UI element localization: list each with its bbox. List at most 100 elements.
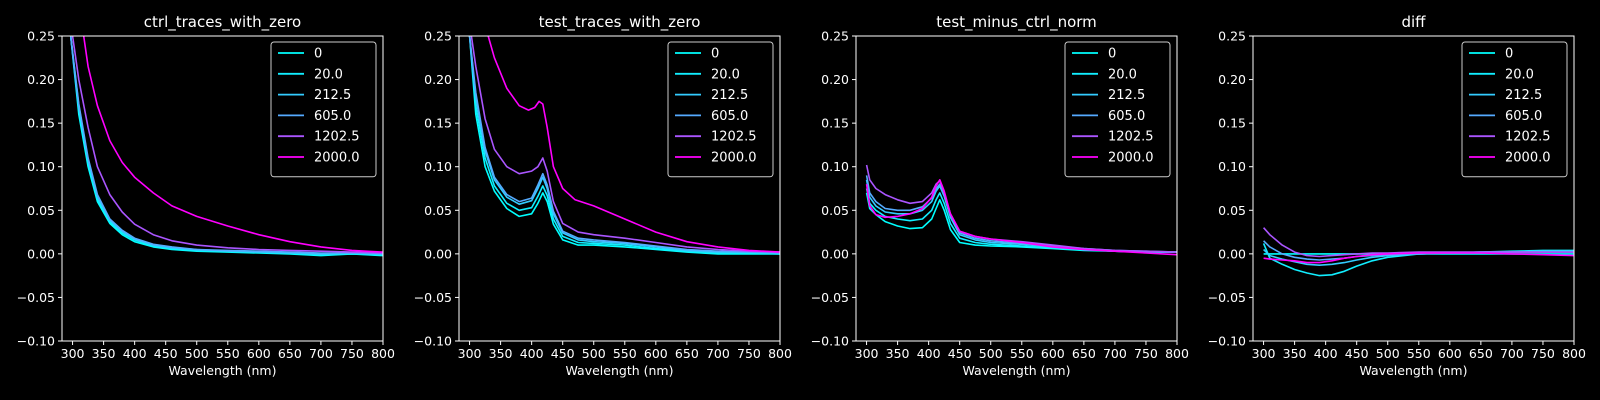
y-tick-label: 0.10 bbox=[424, 159, 452, 174]
y-tick-label: 0.05 bbox=[424, 203, 452, 218]
x-tick-label: 750 bbox=[340, 346, 364, 361]
y-tick-label: 0.15 bbox=[821, 116, 849, 131]
y-tick-label: −0.05 bbox=[811, 290, 849, 305]
legend-label: 20.0 bbox=[1108, 67, 1137, 82]
x-tick-label: 800 bbox=[1562, 346, 1586, 361]
x-tick-label: 300 bbox=[855, 346, 879, 361]
chart-title: test_traces_with_zero bbox=[539, 13, 701, 32]
legend-label: 20.0 bbox=[1505, 67, 1534, 82]
x-tick-label: 500 bbox=[1376, 346, 1400, 361]
chart-panel: diff 300 350 400 450 500 550 600 650 700 750 800 −0.… bbox=[1208, 13, 1586, 378]
x-axis-label: Wavelength (nm) bbox=[566, 363, 674, 378]
series-line bbox=[865, 192, 1177, 253]
x-tick-label: 400 bbox=[123, 346, 147, 361]
legend-box bbox=[1064, 41, 1171, 178]
x-tick-label: 700 bbox=[1500, 346, 1524, 361]
x-tick-label: 400 bbox=[917, 346, 941, 361]
series-line bbox=[487, 36, 780, 253]
legend-label: 605.0 bbox=[711, 109, 748, 124]
legend-label: 605.0 bbox=[1108, 109, 1145, 124]
x-tick-label: 600 bbox=[644, 346, 668, 361]
series-group bbox=[1262, 227, 1574, 277]
plot-frame bbox=[61, 35, 384, 342]
series-group bbox=[468, 36, 780, 255]
series-line bbox=[71, 36, 383, 254]
x-tick-label: 700 bbox=[1103, 346, 1127, 361]
chart-panel: ctrl_traces_with_zero 300 350 400 450 500 550 6… bbox=[17, 13, 395, 378]
plot-frame bbox=[1252, 35, 1575, 342]
x-tick-label: 550 bbox=[216, 346, 240, 361]
series-line bbox=[865, 175, 1177, 253]
legend: 0 20.0 212.5 605.0 1202.5 2000.0 bbox=[667, 41, 774, 178]
legend-label: 1202.5 bbox=[1505, 130, 1551, 145]
y-tick-label: 0.00 bbox=[821, 246, 849, 261]
x-tick-label: 550 bbox=[1010, 346, 1034, 361]
y-tick-label: 0.20 bbox=[424, 72, 452, 87]
x-tick-label: 750 bbox=[1134, 346, 1158, 361]
legend-label: 1202.5 bbox=[1108, 130, 1154, 145]
x-tick-label: 300 bbox=[1252, 346, 1276, 361]
legend-label: 0 bbox=[314, 47, 322, 62]
x-tick-label: 800 bbox=[768, 346, 792, 361]
legend-label: 20.0 bbox=[711, 67, 740, 82]
y-tick-label: −0.10 bbox=[17, 334, 55, 349]
x-tick-label: 650 bbox=[675, 346, 699, 361]
x-tick-label: 350 bbox=[489, 346, 513, 361]
y-tick-label: 0.05 bbox=[1218, 203, 1246, 218]
legend: 0 20.0 212.5 605.0 1202.5 2000.0 bbox=[1064, 41, 1171, 178]
x-tick-label: 300 bbox=[61, 346, 85, 361]
chart-title: diff bbox=[1401, 13, 1426, 31]
legend-label: 0 bbox=[1505, 47, 1513, 62]
x-tick-label: 600 bbox=[1041, 346, 1065, 361]
plot-frame bbox=[855, 35, 1178, 342]
y-tick-label: 0.15 bbox=[27, 116, 55, 131]
x-tick-label: 750 bbox=[737, 346, 761, 361]
y-tick-label: 0.25 bbox=[821, 29, 849, 44]
plot-frame bbox=[458, 35, 781, 342]
legend: 0 20.0 212.5 605.0 1202.5 2000.0 bbox=[270, 41, 377, 178]
series-line bbox=[82, 36, 383, 253]
series-group bbox=[865, 164, 1177, 256]
x-tick-label: 650 bbox=[278, 346, 302, 361]
x-tick-label: 600 bbox=[1438, 346, 1462, 361]
legend-label: 2000.0 bbox=[1108, 151, 1154, 166]
y-tick-label: 0.00 bbox=[27, 246, 55, 261]
x-tick-label: 800 bbox=[371, 346, 395, 361]
y-tick-label: 0.05 bbox=[27, 203, 55, 218]
x-tick-label: 400 bbox=[520, 346, 544, 361]
legend-box bbox=[270, 41, 377, 178]
x-tick-label: 550 bbox=[1407, 346, 1431, 361]
series-line bbox=[468, 36, 780, 255]
series-group bbox=[69, 36, 383, 257]
legend-label: 1202.5 bbox=[711, 130, 757, 145]
y-tick-label: 0.20 bbox=[27, 72, 55, 87]
y-tick-label: 0.10 bbox=[1218, 159, 1246, 174]
x-tick-label: 650 bbox=[1469, 346, 1493, 361]
legend-label: 212.5 bbox=[314, 88, 351, 103]
x-tick-label: 350 bbox=[886, 346, 910, 361]
x-tick-label: 650 bbox=[1072, 346, 1096, 361]
y-tick-label: −0.10 bbox=[811, 334, 849, 349]
y-tick-label: 0.10 bbox=[821, 159, 849, 174]
legend-label: 212.5 bbox=[1505, 88, 1542, 103]
series-line bbox=[69, 36, 383, 255]
x-tick-label: 750 bbox=[1531, 346, 1555, 361]
x-axis-label: Wavelength (nm) bbox=[1360, 363, 1468, 378]
y-tick-label: −0.10 bbox=[414, 334, 452, 349]
x-tick-label: 800 bbox=[1165, 346, 1189, 361]
x-tick-label: 500 bbox=[582, 346, 606, 361]
legend-label: 0 bbox=[711, 47, 719, 62]
y-tick-label: 0.25 bbox=[1218, 29, 1246, 44]
x-tick-label: 700 bbox=[309, 346, 333, 361]
legend-box bbox=[1461, 41, 1568, 178]
y-tick-label: 0.20 bbox=[821, 72, 849, 87]
series-line bbox=[468, 36, 780, 255]
x-axis-label: Wavelength (nm) bbox=[963, 363, 1071, 378]
x-tick-label: 450 bbox=[154, 346, 178, 361]
y-tick-label: −0.05 bbox=[17, 290, 55, 305]
x-tick-label: 500 bbox=[185, 346, 209, 361]
legend-label: 212.5 bbox=[1108, 88, 1145, 103]
legend: 0 20.0 212.5 605.0 1202.5 2000.0 bbox=[1461, 41, 1568, 178]
series-line bbox=[468, 36, 780, 254]
series-line bbox=[1263, 227, 1574, 258]
